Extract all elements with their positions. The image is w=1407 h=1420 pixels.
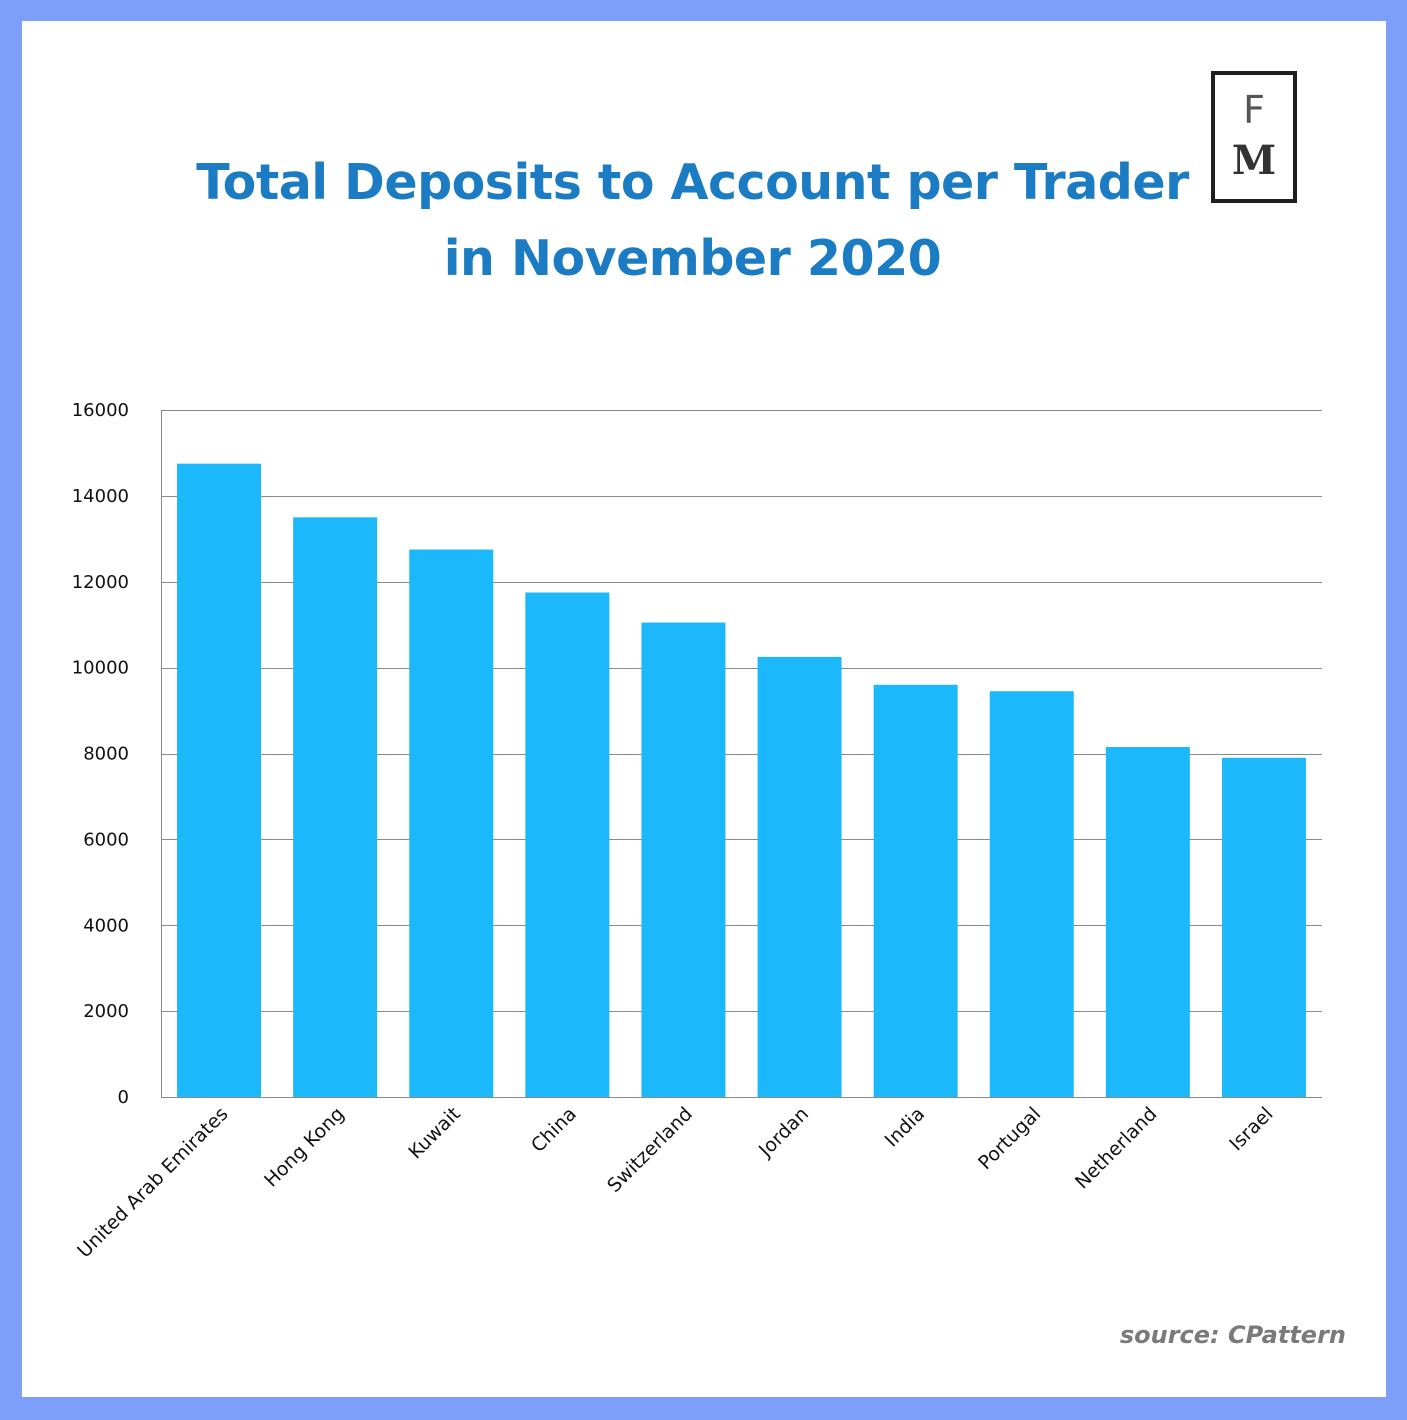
bar xyxy=(989,691,1074,1097)
y-tick-label: 8000 xyxy=(83,744,129,765)
y-tick-labels: 0 2000 4000 6000 8000 10000 12000 14000 16000 xyxy=(72,400,129,1108)
bar xyxy=(1105,747,1190,1097)
y-tick-label: 0 xyxy=(118,1087,129,1108)
y-tick-label: 2000 xyxy=(83,1001,129,1022)
chart-title: Total Deposits to Account per Trader in … xyxy=(0,145,1385,297)
bar xyxy=(1221,757,1306,1097)
x-category-label: Jordan xyxy=(754,1103,813,1162)
bar xyxy=(525,592,610,1097)
bar xyxy=(873,684,958,1097)
x-category-label: Switzerland xyxy=(603,1103,697,1197)
x-category-label: Israel xyxy=(1225,1103,1277,1155)
y-tick-label: 16000 xyxy=(72,400,129,421)
source-note: source: CPattern xyxy=(1119,1321,1346,1349)
logo-bottom-letter: M xyxy=(1231,137,1277,184)
bar xyxy=(757,656,842,1097)
y-tick-label: 6000 xyxy=(83,829,129,850)
bar xyxy=(641,622,726,1097)
x-category-label: China xyxy=(527,1103,581,1157)
bar xyxy=(293,517,378,1097)
x-category-label: Kuwait xyxy=(404,1103,464,1163)
logo-top-letter: F xyxy=(1243,88,1265,132)
chart-title-line-2: in November 2020 xyxy=(443,230,942,287)
fm-logo: F M xyxy=(1211,71,1297,203)
y-tick-label: 12000 xyxy=(72,572,129,593)
bars xyxy=(177,463,1306,1097)
x-category-labels: United Arab Emirates Hong Kong Kuwait China… xyxy=(73,1103,1277,1262)
bar xyxy=(409,549,494,1097)
x-category-label: United Arab Emirates xyxy=(73,1103,232,1262)
y-tick-label: 10000 xyxy=(72,658,129,679)
x-category-label: India xyxy=(881,1103,930,1152)
y-tick-label: 14000 xyxy=(72,486,129,507)
y-tick-label: 4000 xyxy=(83,915,129,936)
x-category-label: Hong Kong xyxy=(260,1103,349,1192)
bar xyxy=(177,463,262,1097)
x-category-label: Portugal xyxy=(974,1103,1045,1174)
x-category-label: Netherland xyxy=(1071,1103,1161,1193)
chart-title-line-1: Total Deposits to Account per Trader xyxy=(196,154,1189,211)
